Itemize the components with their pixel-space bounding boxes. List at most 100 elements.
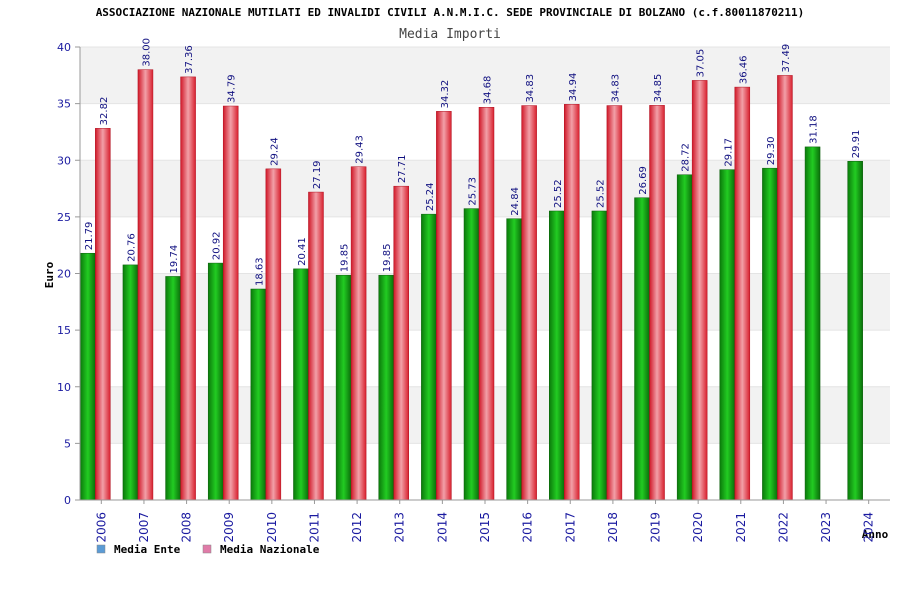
data-label: 26.69 [638,166,649,195]
y-tick-label: 15 [57,324,71,337]
x-tick-label: 2012 [350,512,364,543]
grid-band [80,47,890,104]
x-tick-label: 2009 [222,512,236,543]
data-label: 25.73 [468,177,479,206]
data-label: 27.71 [397,155,408,184]
bar [606,105,623,501]
x-tick-label: 2024 [862,512,876,543]
bar [378,274,394,501]
data-label: 32.82 [99,97,110,126]
x-tick-label: 2022 [776,512,790,543]
bar [250,288,267,501]
bar [137,69,154,501]
x-tick-label: 2006 [94,512,108,543]
bar [180,76,196,501]
data-label: 31.18 [809,115,820,144]
x-tick-label: 2019 [649,512,663,543]
data-label: 29.43 [355,135,366,164]
data-label: 18.63 [254,257,265,286]
bar [222,105,239,501]
y-axis-label: Euro [43,261,56,288]
x-tick-label: 2017 [563,512,577,543]
data-labels: 21.79 32.82 20.76 38.00 19.74 37.36 20.92 34.79… [84,38,862,286]
chart-subtitle: Media Importi [399,27,501,42]
bar [506,218,522,501]
bar [122,264,139,501]
x-axis-label: Anno [862,528,889,541]
data-label: 37.36 [184,45,195,74]
x-tick-label: 2014 [435,512,449,543]
data-label: 25.52 [595,179,606,208]
bars [80,69,863,501]
data-label: 29.24 [269,137,280,166]
bar [804,146,821,501]
data-label: 34.32 [440,80,451,109]
data-label: 34.94 [568,73,579,102]
data-label: 20.92 [212,231,223,260]
bar [165,276,181,501]
data-label: 37.49 [781,44,792,73]
y-tick-label: 25 [57,211,71,224]
y-tick-label: 5 [64,437,71,450]
y-tick-label: 10 [57,381,71,394]
x-tick-label: 2008 [180,512,194,543]
data-label: 38.00 [141,38,152,67]
bar [80,252,96,501]
y-tick-label: 0 [64,494,71,507]
bar [564,104,580,501]
data-label: 20.41 [297,237,308,266]
bar [676,174,693,501]
data-label: 34.85 [653,74,664,103]
data-label: 24.84 [510,187,521,216]
legend-swatch [96,544,106,554]
bar [421,213,437,501]
bar [847,161,863,501]
data-label: 36.46 [738,55,749,84]
bar [308,191,324,501]
legend-swatch [202,544,212,554]
x-tick-label: 2011 [307,512,321,543]
data-label: 29.17 [723,138,734,167]
x-tick-label: 2018 [606,512,620,543]
bar [777,75,793,501]
bar [350,166,367,501]
data-label: 29.30 [766,137,777,166]
bar [335,274,352,501]
x-tick-label: 2013 [393,512,407,543]
legend-label: Media Nazionale [220,543,320,556]
chart-title: ASSOCIAZIONE NAZIONALE MUTILATI ED INVAL… [96,6,805,19]
bar [393,185,409,501]
data-label: 37.05 [696,49,707,78]
x-tick-label: 2020 [691,512,705,543]
bar [478,106,495,501]
bar [293,268,309,501]
x-tick-label: 2015 [478,512,492,543]
data-label: 34.68 [483,76,494,105]
bar [95,128,111,501]
bar [634,197,650,501]
bar [591,210,608,501]
x-tick-label: 2016 [521,512,535,543]
bar [691,80,708,501]
data-label: 29.91 [851,130,862,159]
legend: Media Ente Media Nazionale [96,543,320,556]
x-tick-label: 2021 [734,512,748,543]
y-tick-label: 20 [57,268,71,281]
y-tick-label: 35 [57,98,71,111]
y-tick-label: 30 [57,154,71,167]
data-label: 25.52 [553,179,564,208]
data-label: 34.79 [227,74,238,103]
data-label: 19.85 [340,244,351,273]
data-label: 19.85 [382,244,393,273]
bar [734,86,751,501]
data-label: 34.83 [525,74,536,103]
x-tick-label: 2023 [819,512,833,543]
data-label: 21.79 [84,222,95,251]
bar [549,210,565,501]
x-tick-label: 2010 [265,512,279,543]
y-axis-ticks: 0 5 10 15 20 25 30 35 40 [57,41,71,507]
legend-label: Media Ente [114,543,181,556]
bar [463,208,480,501]
